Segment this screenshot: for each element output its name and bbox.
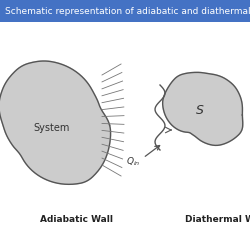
FancyBboxPatch shape	[0, 0, 250, 22]
Polygon shape	[163, 72, 243, 146]
Text: Schematic representation of adiabatic and diathermal wall: Schematic representation of adiabatic an…	[5, 6, 250, 16]
Polygon shape	[0, 61, 110, 184]
Text: Adiabatic Wall: Adiabatic Wall	[40, 216, 113, 224]
Text: $Q_{in}$: $Q_{in}$	[126, 156, 140, 168]
Text: System: System	[34, 123, 70, 133]
Text: Diathermal Wall: Diathermal Wall	[185, 216, 250, 224]
Text: S: S	[196, 104, 204, 117]
